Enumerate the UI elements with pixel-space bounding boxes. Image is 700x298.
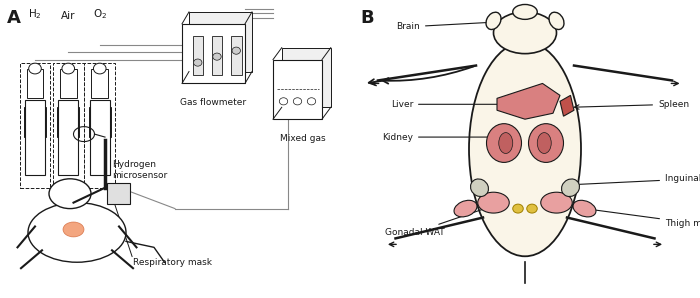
Polygon shape	[281, 48, 330, 107]
Ellipse shape	[486, 124, 522, 162]
FancyBboxPatch shape	[193, 36, 203, 74]
FancyBboxPatch shape	[88, 107, 111, 137]
Text: Respiratory mask: Respiratory mask	[133, 258, 212, 267]
Polygon shape	[560, 95, 574, 116]
Ellipse shape	[498, 133, 512, 153]
FancyBboxPatch shape	[212, 36, 223, 74]
FancyBboxPatch shape	[59, 100, 78, 175]
Ellipse shape	[469, 42, 581, 256]
Ellipse shape	[528, 124, 564, 162]
Ellipse shape	[494, 12, 556, 54]
Text: A: A	[7, 9, 21, 27]
FancyBboxPatch shape	[273, 60, 322, 119]
FancyArrowPatch shape	[389, 242, 396, 246]
FancyBboxPatch shape	[27, 69, 43, 98]
FancyArrowPatch shape	[671, 81, 678, 86]
Ellipse shape	[477, 192, 510, 213]
Text: Gas flowmeter: Gas flowmeter	[181, 98, 246, 107]
FancyBboxPatch shape	[84, 63, 115, 188]
Ellipse shape	[512, 4, 538, 19]
Ellipse shape	[49, 179, 91, 209]
FancyBboxPatch shape	[57, 107, 80, 137]
FancyBboxPatch shape	[231, 36, 241, 74]
Ellipse shape	[573, 200, 596, 217]
Text: Hydrogen
microsensor: Hydrogen microsensor	[112, 160, 167, 180]
Text: Mixed gas: Mixed gas	[280, 134, 326, 143]
Circle shape	[93, 63, 106, 74]
Text: B: B	[360, 9, 374, 27]
Ellipse shape	[486, 12, 501, 30]
FancyBboxPatch shape	[53, 63, 83, 188]
Text: O$_2$: O$_2$	[92, 7, 107, 21]
Circle shape	[526, 204, 538, 213]
Text: Gonadal WAT: Gonadal WAT	[385, 206, 490, 237]
Ellipse shape	[63, 222, 84, 237]
Text: Brain: Brain	[396, 19, 514, 31]
Text: Kidney: Kidney	[382, 133, 500, 142]
Circle shape	[62, 63, 74, 74]
FancyBboxPatch shape	[182, 24, 245, 83]
Text: Liver: Liver	[391, 100, 514, 109]
Ellipse shape	[538, 133, 552, 153]
Polygon shape	[497, 83, 560, 119]
Text: H$_2$: H$_2$	[28, 7, 42, 21]
FancyBboxPatch shape	[106, 183, 130, 204]
FancyArrowPatch shape	[372, 81, 379, 86]
FancyBboxPatch shape	[60, 69, 77, 98]
Text: Air: Air	[61, 11, 76, 21]
Ellipse shape	[470, 179, 489, 196]
FancyBboxPatch shape	[24, 107, 46, 137]
Ellipse shape	[454, 200, 477, 217]
Polygon shape	[189, 12, 252, 72]
Text: Spleen: Spleen	[575, 100, 689, 109]
Ellipse shape	[561, 179, 580, 196]
Circle shape	[29, 63, 41, 74]
Circle shape	[194, 59, 202, 66]
Ellipse shape	[540, 192, 573, 213]
Circle shape	[213, 53, 221, 60]
Circle shape	[232, 47, 241, 54]
FancyArrowPatch shape	[654, 242, 661, 246]
Ellipse shape	[28, 203, 126, 262]
FancyBboxPatch shape	[20, 63, 50, 188]
Text: Thigh muscle: Thigh muscle	[589, 207, 700, 228]
Text: Inguinal WAT: Inguinal WAT	[575, 174, 700, 187]
FancyBboxPatch shape	[90, 100, 109, 175]
Circle shape	[512, 204, 524, 213]
FancyBboxPatch shape	[91, 69, 108, 98]
Circle shape	[307, 98, 316, 105]
FancyBboxPatch shape	[25, 100, 45, 175]
Ellipse shape	[549, 12, 564, 30]
Circle shape	[293, 98, 302, 105]
Circle shape	[279, 98, 288, 105]
